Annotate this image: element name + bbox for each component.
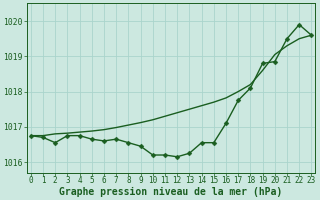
X-axis label: Graphe pression niveau de la mer (hPa): Graphe pression niveau de la mer (hPa)	[60, 186, 283, 197]
